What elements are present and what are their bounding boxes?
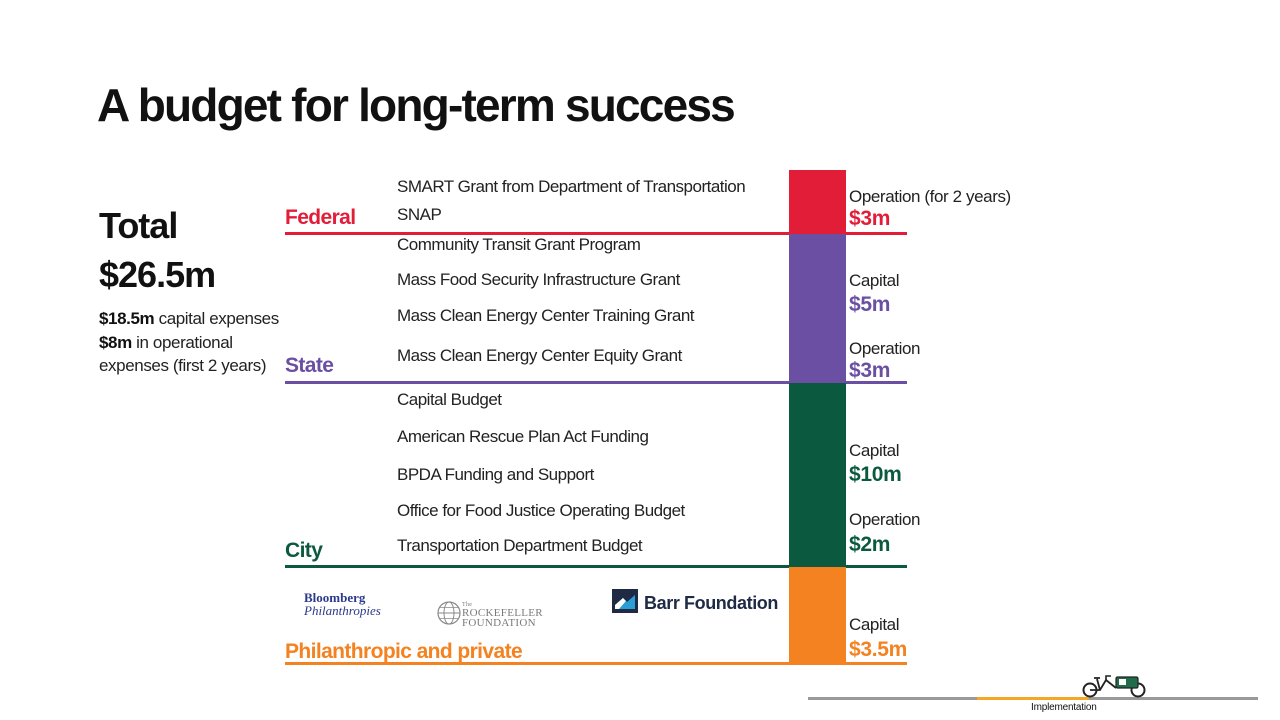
source-snap: SNAP: [397, 205, 442, 224]
bloomberg-logo-line1: Bloomberg: [304, 590, 366, 605]
state-operation-amount: $3m: [849, 359, 891, 382]
total-value: $26.5m: [99, 254, 216, 295]
operational-text: in operational expenses (first 2 years): [99, 332, 267, 376]
total-label: Total: [99, 205, 178, 246]
city-capital-amount: $10m: [849, 463, 902, 486]
source-clean-energy-training: Mass Clean Energy Center Training Grant: [397, 306, 695, 325]
source-transportation-dept: Transportation Department Budget: [397, 536, 643, 555]
city-capital-label: Capital: [849, 441, 900, 460]
capital-amount: $18.5m: [99, 309, 155, 328]
operational-amount: $8m: [99, 332, 132, 352]
barr-foundation-logo: Barr Foundation: [644, 593, 778, 613]
state-capital-amount: $5m: [849, 293, 891, 316]
rockefeller-logo-line1: ROCKEFELLER: [462, 607, 543, 619]
source-capital-budget: Capital Budget: [397, 390, 502, 409]
city-operation-amount: $2m: [849, 533, 891, 556]
rockefeller-logo-small: The: [462, 602, 473, 608]
footer-progress-indicator: [977, 697, 1089, 700]
source-clean-energy-equity: Mass Clean Energy Center Equity Grant: [397, 346, 682, 365]
capital-text: capital expenses: [154, 309, 280, 328]
city-operation-label: Operation: [849, 510, 921, 529]
cargo-bike-icon: [1082, 675, 1146, 698]
source-smart-grant: SMART Grant from Department of Transport…: [397, 177, 746, 196]
rockefeller-logo-line2: FOUNDATION: [462, 617, 536, 629]
source-bpda: BPDA Funding and Support: [397, 465, 594, 484]
source-arpa: American Rescue Plan Act Funding: [397, 427, 649, 446]
city-divider: [285, 565, 907, 568]
budget-bar-philanthropic: [789, 567, 846, 664]
globe-icon: [437, 601, 461, 625]
rockefeller-foundation-logo: The ROCKEFELLER FOUNDATION: [462, 602, 543, 629]
bloomberg-logo-line2: Philanthropies: [304, 603, 381, 618]
budget-summary: $18.5m capital expenses $8m in operation…: [99, 307, 289, 378]
level-philanthropic-label: Philanthropic and private: [285, 640, 523, 663]
state-divider: [285, 381, 907, 384]
state-operation-label: Operation: [849, 339, 921, 358]
level-city-label: City: [285, 539, 323, 562]
source-community-transit: Community Transit Grant Program: [397, 235, 641, 254]
source-food-justice: Office for Food Justice Operating Budget: [397, 501, 685, 520]
philanthropic-capital-label: Capital: [849, 615, 900, 634]
page-title: A budget for long-term success: [97, 79, 736, 131]
barr-foundation-icon: [612, 589, 638, 613]
philanthropic-divider: [285, 662, 907, 665]
footer-section-label: Implementation: [1031, 702, 1097, 713]
federal-divider: [285, 232, 907, 235]
bloomberg-philanthropies-logo: Bloomberg Philanthropies: [304, 591, 381, 617]
federal-operation-label: Operation (for 2 years): [849, 187, 1011, 206]
level-federal-label: Federal: [285, 206, 356, 229]
state-capital-label: Capital: [849, 271, 900, 290]
source-food-security: Mass Food Security Infrastructure Grant: [397, 270, 680, 289]
budget-bar-state: [789, 234, 846, 383]
level-state-label: State: [285, 354, 334, 377]
budget-bar-city: [789, 383, 846, 567]
philanthropic-capital-amount: $3.5m: [849, 638, 908, 661]
federal-operation-amount: $3m: [849, 207, 891, 230]
budget-bar-federal: [789, 170, 846, 234]
